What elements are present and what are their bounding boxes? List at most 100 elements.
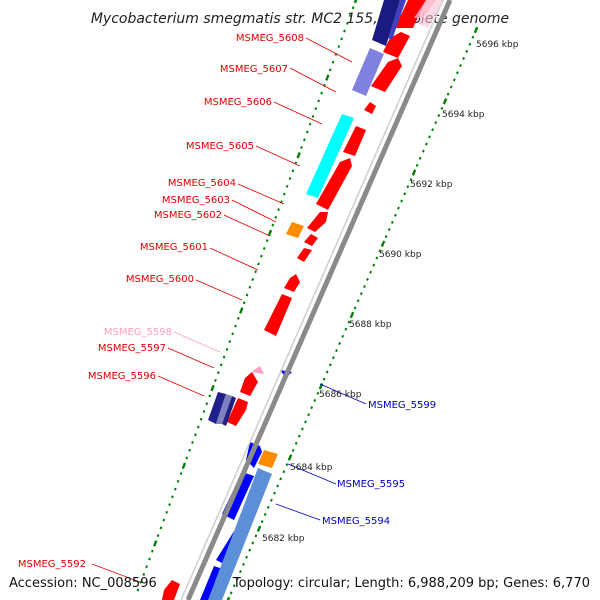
kbp-tick — [421, 149, 425, 153]
kbp-tick — [341, 334, 345, 338]
kbp-tick — [251, 541, 255, 545]
kbp-label: 5686 kbp — [319, 390, 362, 400]
inner-tick — [254, 270, 257, 274]
kbp-tick — [322, 377, 326, 381]
gene-label: MSMEG_5606 — [204, 97, 272, 108]
gene-label: MSMEG_5592 — [18, 559, 86, 570]
kbp-tick — [232, 584, 236, 588]
kbp-label: 5692 kbp — [410, 180, 453, 190]
kbp-tick — [428, 135, 431, 139]
inner-tick — [274, 215, 278, 219]
kbp-tick — [304, 420, 307, 424]
kbp-tick — [459, 64, 462, 68]
gene-arrow-5597 — [240, 372, 258, 396]
kbp-tick — [291, 448, 295, 452]
inner-tick — [216, 371, 220, 375]
gene-stripe-5596 — [208, 392, 226, 424]
kbp-tick — [452, 78, 456, 82]
kbp-tick — [332, 356, 335, 360]
gene-pinkwash-top — [418, 0, 444, 28]
inner-tick — [245, 293, 249, 297]
kbp-tick — [256, 525, 262, 532]
kbp-tick — [242, 562, 245, 566]
gene-navy-top — [372, 0, 400, 46]
gene-stripe-5596b — [216, 394, 232, 424]
inner-tick — [285, 184, 289, 188]
inner-tick — [176, 479, 180, 483]
inner-tick — [194, 433, 197, 437]
inner-tick — [181, 462, 187, 470]
inner-tick — [210, 384, 215, 392]
kbp-tick — [285, 463, 289, 467]
gene-arrow-5601 — [297, 248, 312, 262]
gene-arrow-5603 — [307, 212, 328, 232]
kbp-tick — [425, 142, 428, 146]
kbp-tick — [369, 270, 372, 274]
inner-tick — [142, 573, 146, 576]
kbp-tick — [313, 399, 317, 402]
kbp-label: 5690 kbp — [379, 250, 422, 260]
kbp-tick — [335, 349, 338, 353]
kbp-tick — [468, 42, 472, 46]
kbp-tick — [349, 311, 355, 319]
kbp-tick — [437, 114, 441, 117]
inner-tick — [282, 192, 286, 196]
kbp-tick — [406, 185, 410, 189]
gene-label: MSMEG_5600 — [126, 274, 194, 285]
kbp-tick — [418, 156, 422, 160]
inner-tick — [208, 394, 212, 398]
inner-tick — [351, 6, 355, 10]
kbp-tick — [409, 178, 413, 182]
inner-tick — [188, 448, 191, 452]
kbp-tick — [248, 548, 252, 552]
kbp-tick — [390, 220, 394, 224]
inner-tick — [340, 37, 344, 41]
inner-tick — [314, 107, 318, 111]
inner-tick — [168, 503, 171, 507]
gene-arrow-5602 — [304, 234, 318, 246]
gene-label: MSMEG_5596 — [88, 371, 156, 382]
inner-tick — [171, 495, 174, 499]
inner-tick — [257, 262, 260, 266]
kbp-tick — [229, 591, 233, 595]
inner-tick — [331, 60, 335, 64]
inner-tick — [262, 246, 266, 250]
gene-arrow-5606 — [364, 102, 376, 114]
kbp-tick — [301, 427, 304, 431]
inner-tick — [353, 0, 358, 4]
kbp-tick — [434, 121, 438, 125]
kbp-tick — [325, 370, 329, 374]
inner-tick — [234, 324, 237, 328]
gene-orange-5602 — [286, 222, 304, 238]
kbp-tick — [384, 235, 388, 239]
gene-features — [162, 0, 444, 600]
gene-label: MSMEG_5603 — [162, 195, 230, 206]
gene-label: MSMEG_5602 — [154, 210, 222, 221]
gene-arrow-5592 — [162, 580, 180, 600]
kbp-tick — [263, 513, 267, 516]
inner-tick — [165, 510, 169, 514]
kbp-tick — [356, 299, 360, 303]
inner-tick — [325, 74, 330, 81]
inner-tick — [300, 146, 303, 149]
gene-lavender-5608 — [352, 48, 384, 96]
inner-tick — [145, 565, 148, 569]
kbp-tick — [471, 35, 475, 39]
inner-tick — [288, 177, 292, 181]
kbp-label: 5696 kbp — [476, 40, 519, 50]
inner-tick — [271, 223, 275, 227]
kbp-tick — [328, 363, 332, 367]
kbp-tick — [456, 71, 459, 75]
kbp-tick — [363, 285, 366, 288]
inner-tick — [219, 363, 223, 367]
gene-label: MSMEG_5598 — [104, 327, 172, 338]
inner-tick — [202, 409, 206, 413]
inner-tick — [136, 588, 140, 592]
inner-tick — [259, 254, 263, 258]
accession-text: Accession: NC_008596 — [9, 576, 157, 591]
kbp-tick — [353, 306, 357, 310]
kbp-tick — [239, 570, 242, 573]
kbp-tick — [462, 57, 465, 60]
gene-label: MSMEG_5597 — [98, 343, 166, 354]
kbp-tick — [226, 596, 231, 600]
